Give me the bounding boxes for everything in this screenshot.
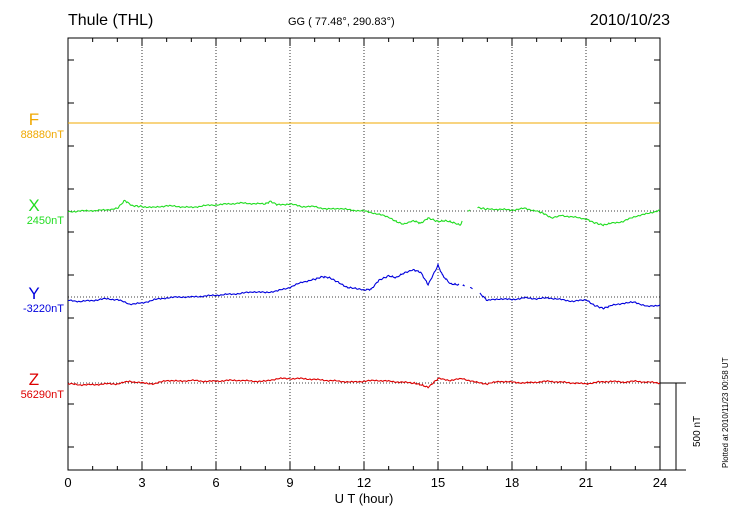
series-line-z: [67, 377, 661, 389]
component-baseline-x: 2450nT: [26, 215, 64, 227]
component-letter-z: Z: [28, 370, 40, 389]
component-letter-f: F: [28, 110, 40, 129]
scale-bar-label: 500 nT: [692, 415, 703, 447]
x-tick-label-15: 15: [431, 475, 445, 490]
component-baseline-f: 88880nT: [20, 129, 64, 141]
station-title: Thule (THL): [68, 12, 154, 29]
x-tick-label-9: 9: [286, 475, 293, 490]
x-tick-label-24: 24: [653, 475, 667, 490]
component-letter-y: Y: [28, 284, 40, 303]
series-line-x: [67, 199, 661, 227]
component-label-y: Y -3220nT: [0, 284, 68, 316]
plotted-timestamp: Plotted at 2010/11/23 00:58 UT: [721, 357, 730, 468]
component-label-x: X 2450nT: [0, 196, 68, 228]
component-baseline-z: 56290nT: [20, 389, 64, 401]
x-tick-label-0: 0: [64, 475, 71, 490]
component-baseline-y: -3220nT: [23, 303, 64, 315]
series-line-y: [67, 262, 661, 310]
x-axis-label: U T (hour): [335, 491, 394, 506]
component-label-f: F 88880nT: [0, 110, 68, 142]
component-label-z: Z 56290nT: [0, 370, 68, 402]
x-tick-label-12: 12: [357, 475, 371, 490]
x-tick-label-3: 3: [138, 475, 145, 490]
plot-date: 2010/10/23: [589, 12, 670, 29]
component-letter-x: X: [28, 196, 40, 215]
geo-coordinates: GG ( 77.48°, 290.83°): [288, 16, 395, 28]
x-tick-label-18: 18: [505, 475, 519, 490]
x-tick-label-21: 21: [579, 475, 593, 490]
x-tick-label-6: 6: [212, 475, 219, 490]
